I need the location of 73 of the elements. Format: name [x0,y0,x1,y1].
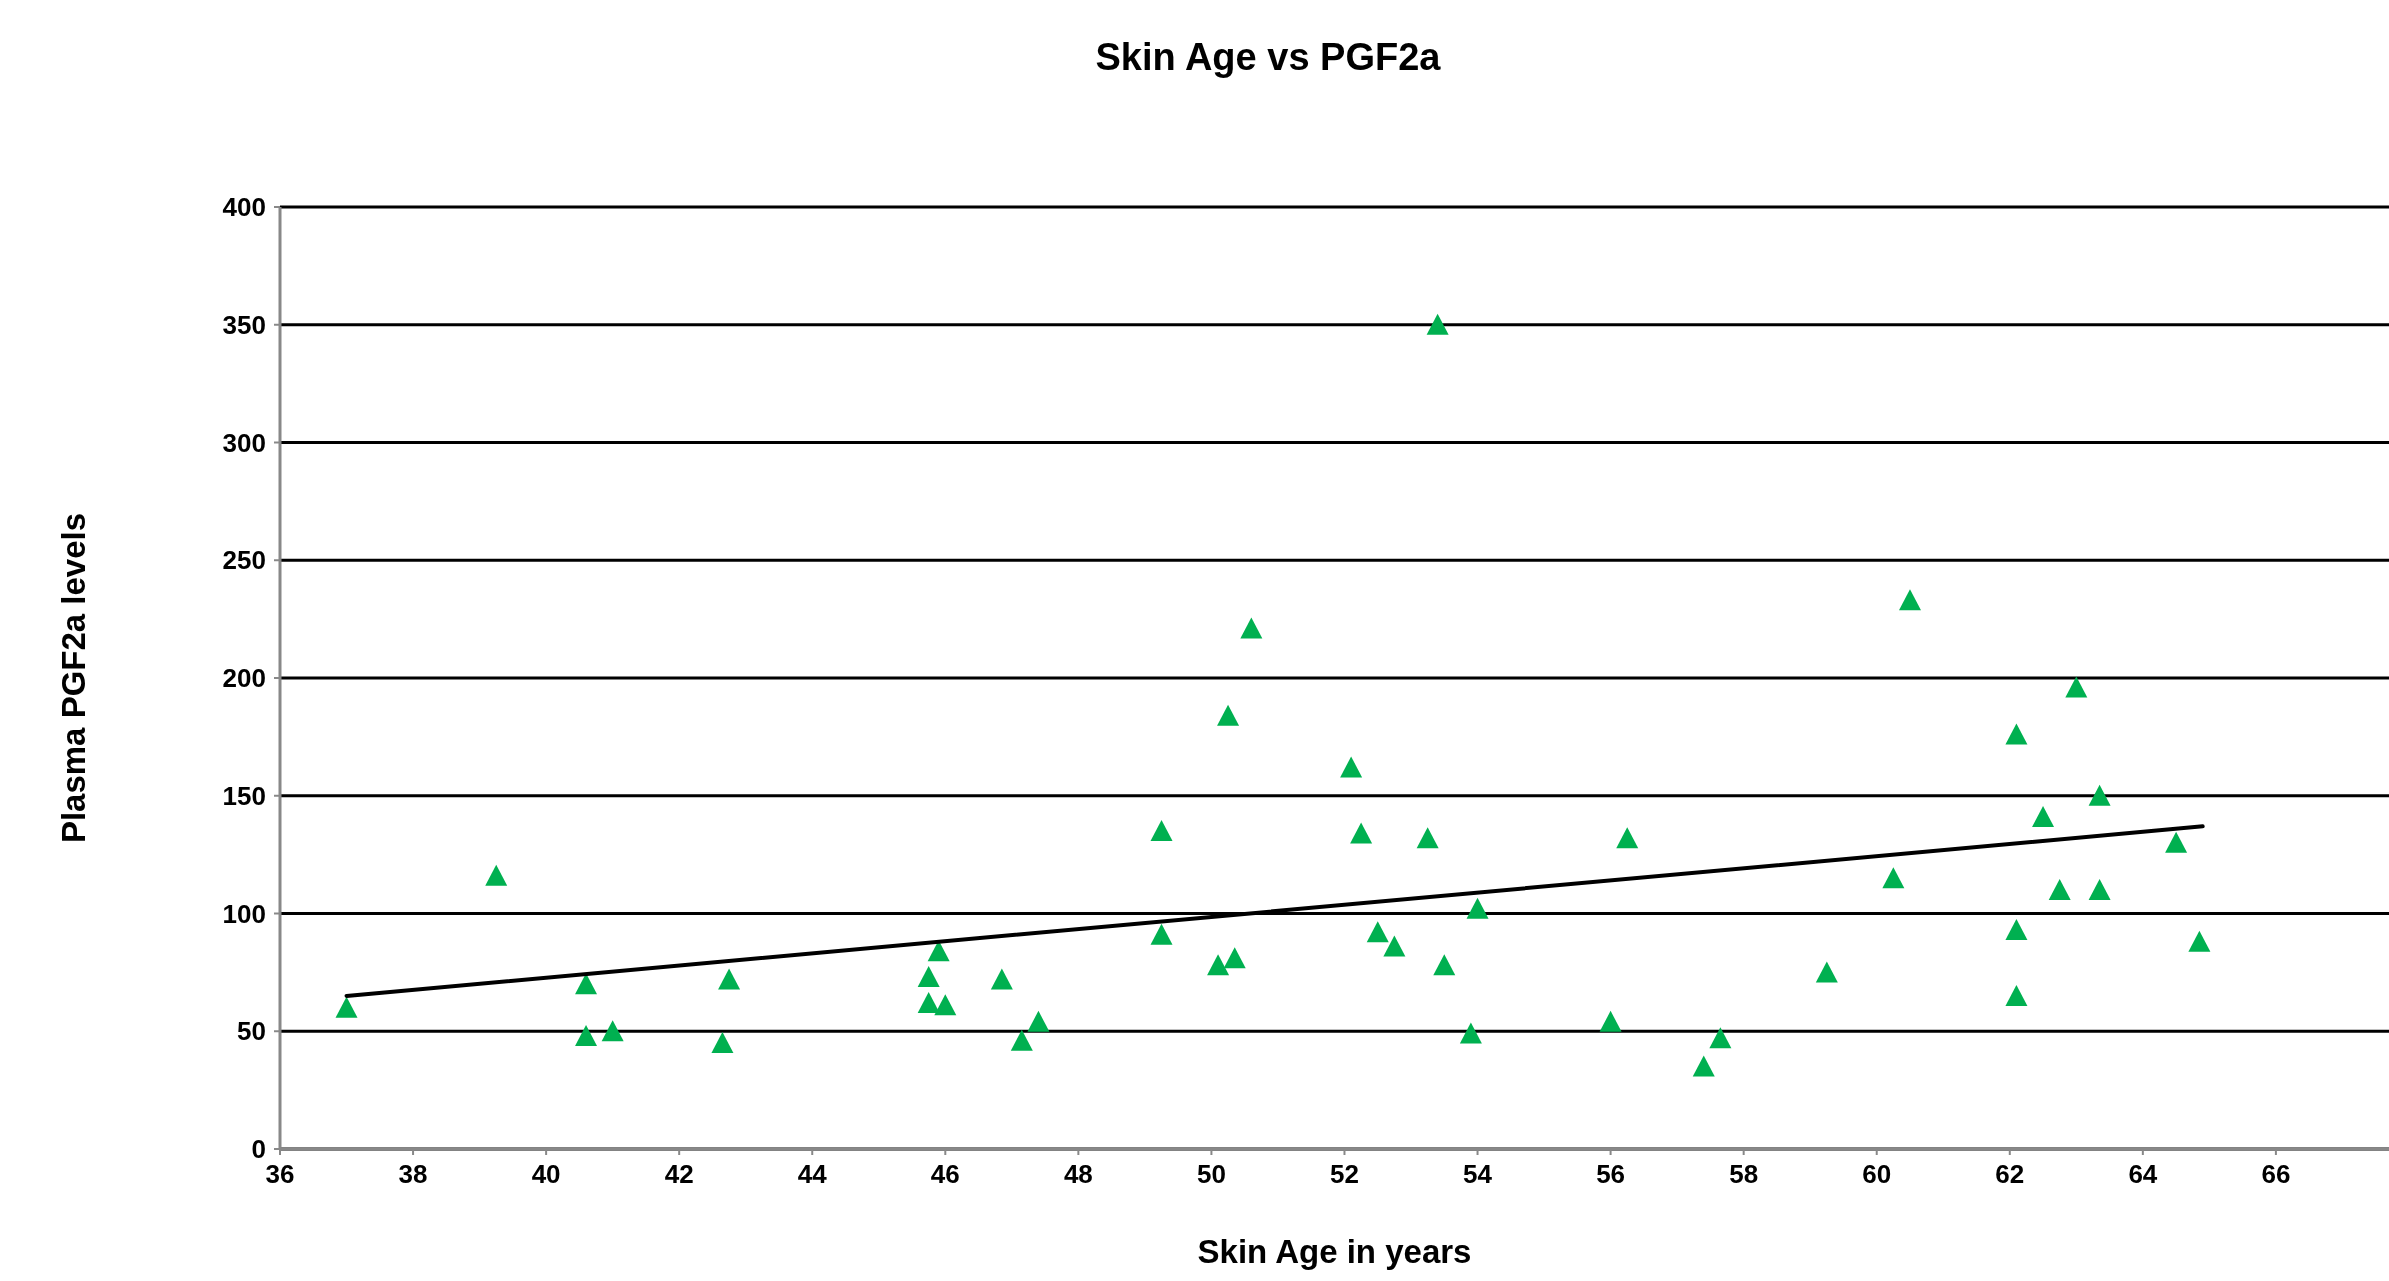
point [2088,784,2111,806]
point [2032,805,2055,827]
point [934,994,957,1016]
point [1240,617,1263,639]
point [2005,918,2028,940]
point [601,1020,624,1042]
point [1207,954,1230,976]
point [1882,867,1905,889]
y-tick-label: 50 [237,1016,266,1047]
y-tick-label: 150 [222,780,266,811]
x-tick-label: 58 [1729,1159,1759,1190]
point [1350,822,1373,844]
point [1692,1055,1715,1077]
point [1010,1029,1033,1051]
y-tick-label: 400 [222,192,266,223]
point [1027,1010,1050,1032]
x-tick-label: 40 [531,1159,561,1190]
y-tick-label: 350 [222,309,266,340]
point [1150,820,1173,842]
x-tick-label: 48 [1063,1159,1093,1190]
point [2005,984,2028,1006]
y-tick-label: 300 [222,427,266,458]
y-axis-title: Plasma PGF2a levels [54,512,92,844]
point [485,864,508,886]
point [2188,930,2211,952]
x-tick-label: 54 [1463,1159,1493,1190]
point [1150,923,1173,945]
point [718,968,741,990]
x-tick-label: 52 [1330,1159,1359,1190]
point [2048,878,2071,900]
point [1616,827,1639,849]
point [1459,1022,1482,1044]
point [1709,1027,1732,1049]
point [1340,756,1363,778]
point [2005,723,2028,745]
x-tick-label: 42 [664,1159,694,1190]
y-tick-label: 100 [222,898,266,929]
point [1426,313,1449,335]
x-axis-title: Skin Age in years [1197,1233,1472,1270]
x-tick-label: 36 [265,1159,295,1190]
point [575,1024,598,1046]
point [1223,947,1246,969]
x-tick-label: 44 [797,1159,828,1190]
x-tick-label: 64 [2128,1159,2158,1190]
point [1366,921,1389,943]
x-tick-label: 62 [1995,1159,2025,1190]
point [917,966,940,988]
point [2088,878,2111,900]
x-tick-label: 56 [1596,1159,1626,1190]
point [711,1032,734,1054]
point [575,973,598,995]
point [335,996,358,1018]
point [1898,589,1921,611]
x-tick-label: 60 [1862,1159,1892,1190]
point [1815,961,1838,983]
point [1217,704,1240,726]
point [917,991,940,1013]
point [2065,676,2088,698]
chart-title: Skin Age vs PGF2a [1094,36,1442,79]
point [1466,897,1489,919]
y-tick-label: 0 [251,1134,266,1165]
x-tick-label: 46 [930,1159,960,1190]
point [1416,827,1439,849]
x-tick-label: 38 [398,1159,428,1190]
point [2165,831,2188,853]
point [990,968,1013,990]
x-tick-label: 50 [1196,1159,1226,1190]
point [1383,935,1406,957]
y-tick-label: 250 [222,545,266,576]
point [1599,1010,1622,1032]
y-tick-label: 200 [222,663,266,694]
point [1433,954,1456,976]
x-tick-label: 66 [2261,1159,2291,1190]
